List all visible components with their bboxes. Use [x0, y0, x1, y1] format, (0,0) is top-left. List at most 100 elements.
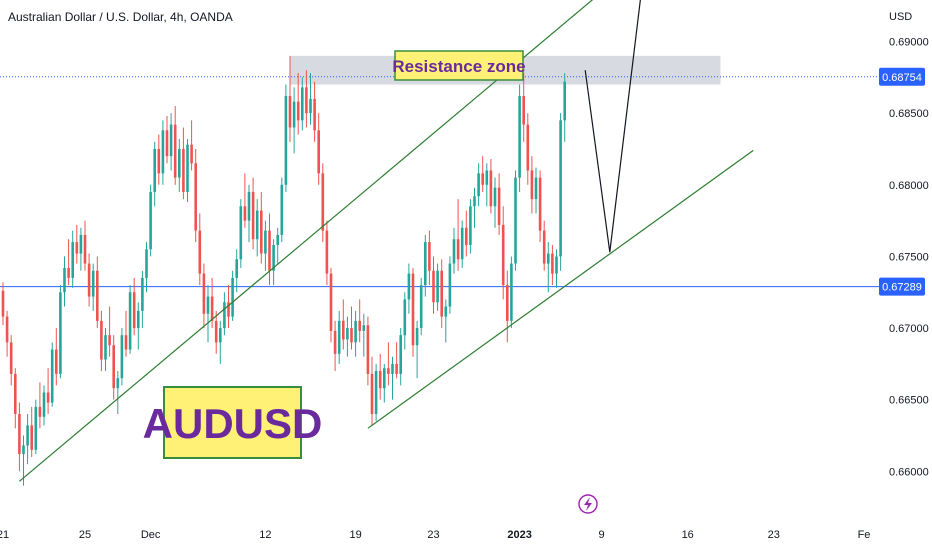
candle[interactable] [358, 299, 361, 343]
candle[interactable] [100, 310, 103, 372]
candle[interactable] [153, 141, 156, 207]
candle[interactable] [141, 270, 144, 329]
candle[interactable] [313, 81, 316, 142]
candle[interactable] [18, 402, 21, 472]
candle[interactable] [235, 249, 238, 293]
candle[interactable] [428, 230, 431, 286]
candle[interactable] [169, 113, 173, 171]
candle[interactable] [296, 73, 300, 135]
candle[interactable] [108, 306, 111, 357]
candle[interactable] [337, 310, 341, 364]
candle[interactable] [444, 299, 448, 343]
candle[interactable] [526, 113, 530, 185]
candle[interactable] [292, 87, 296, 154]
candle[interactable] [424, 234, 427, 297]
candle[interactable] [325, 220, 329, 286]
candle[interactable] [370, 356, 374, 426]
candle[interactable] [321, 163, 325, 243]
candle[interactable] [5, 310, 9, 357]
candle[interactable] [346, 316, 349, 357]
candle[interactable] [268, 213, 271, 286]
candle[interactable] [38, 382, 42, 429]
candle[interactable] [555, 249, 558, 288]
candle[interactable] [124, 310, 128, 357]
channel-line-0[interactable] [19, 0, 646, 482]
candle[interactable] [260, 191, 263, 264]
candle[interactable] [231, 270, 234, 321]
candle[interactable] [227, 285, 230, 329]
candle[interactable] [34, 399, 38, 455]
candle[interactable] [493, 177, 497, 228]
candle[interactable] [301, 77, 304, 131]
candle[interactable] [132, 277, 136, 336]
candle[interactable] [202, 263, 206, 329]
candle[interactable] [415, 320, 419, 379]
candle[interactable] [469, 199, 472, 254]
candle[interactable] [91, 263, 95, 311]
candle[interactable] [71, 230, 74, 288]
candle[interactable] [50, 342, 54, 407]
candle[interactable] [460, 220, 464, 268]
candle[interactable] [477, 163, 480, 207]
candle[interactable] [383, 363, 386, 403]
candle[interactable] [387, 342, 390, 386]
candle[interactable] [542, 220, 546, 271]
candle[interactable] [452, 227, 456, 274]
candle[interactable] [14, 368, 17, 429]
lightning-icon[interactable] [578, 494, 598, 514]
candle[interactable] [309, 73, 312, 125]
candle[interactable] [317, 113, 320, 185]
candle[interactable] [378, 353, 382, 400]
candle[interactable] [26, 413, 29, 465]
candle[interactable] [255, 199, 259, 257]
candle[interactable] [120, 328, 124, 386]
candle[interactable] [432, 256, 435, 314]
candle[interactable] [350, 306, 353, 350]
candle[interactable] [161, 120, 165, 185]
candle[interactable] [239, 199, 243, 268]
candle[interactable] [46, 368, 50, 414]
candle[interactable] [354, 310, 357, 357]
candle[interactable] [247, 184, 251, 243]
candle[interactable] [366, 316, 370, 386]
candle[interactable] [534, 167, 538, 214]
candle[interactable] [214, 310, 218, 354]
candle[interactable] [190, 120, 193, 171]
candle[interactable] [399, 328, 402, 386]
candle[interactable] [395, 342, 398, 379]
candle[interactable] [30, 406, 33, 457]
candle[interactable] [522, 73, 525, 142]
candle[interactable] [333, 320, 337, 372]
candle[interactable] [145, 242, 148, 293]
candle[interactable] [547, 242, 550, 293]
candle[interactable] [530, 156, 534, 214]
candle[interactable] [481, 156, 484, 192]
candle[interactable] [128, 285, 132, 354]
candle[interactable] [501, 206, 505, 300]
candle[interactable] [305, 70, 308, 128]
candle[interactable] [112, 335, 115, 400]
candle[interactable] [288, 55, 292, 142]
candle[interactable] [419, 277, 423, 336]
candle[interactable] [9, 335, 13, 386]
projection-path[interactable] [584, 0, 642, 253]
candle[interactable] [79, 227, 83, 271]
candle[interactable] [206, 285, 210, 343]
candle[interactable] [440, 259, 443, 329]
candle[interactable] [55, 328, 58, 386]
candle[interactable] [67, 239, 70, 286]
candle[interactable] [374, 363, 378, 422]
candle[interactable] [243, 173, 247, 228]
symbol-label-box[interactable] [163, 386, 302, 459]
candle[interactable] [403, 292, 407, 350]
candle[interactable] [514, 170, 517, 271]
candle[interactable] [223, 292, 226, 336]
candle[interactable] [342, 299, 345, 350]
candle[interactable] [436, 263, 439, 311]
candle[interactable] [563, 73, 566, 142]
candle[interactable] [362, 313, 366, 357]
candle[interactable] [137, 302, 140, 350]
candle[interactable] [83, 220, 87, 271]
